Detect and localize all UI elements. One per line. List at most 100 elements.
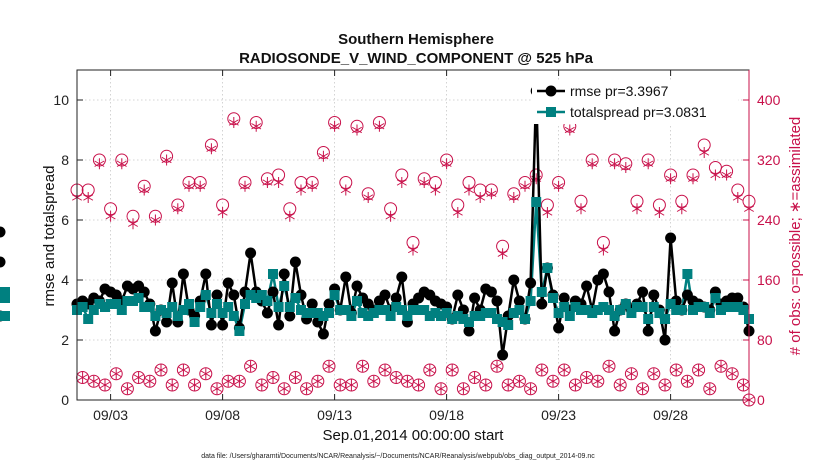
asterisk-stroke bbox=[631, 205, 643, 212]
asterisk-stroke bbox=[217, 209, 228, 216]
rmse-point bbox=[340, 271, 352, 283]
asterisk-stroke bbox=[133, 374, 144, 381]
spread-point bbox=[195, 302, 206, 312]
spread-point bbox=[212, 299, 222, 309]
spread-point bbox=[643, 314, 654, 324]
asterisk-stroke bbox=[239, 183, 251, 190]
spread-point bbox=[391, 302, 402, 312]
asterisk-stroke bbox=[150, 216, 161, 224]
obs-assimilated-point bbox=[514, 375, 525, 387]
obs-assimilated-point bbox=[368, 375, 379, 387]
obs-assimilated-point bbox=[704, 383, 715, 395]
legend-spread-label: totalspread pr=3.0831 bbox=[570, 104, 707, 120]
obs-assimilated-point bbox=[234, 375, 245, 387]
y-tick-label: 2 bbox=[61, 332, 69, 348]
asterisk-stroke bbox=[256, 381, 267, 389]
obs-assimilated-point bbox=[357, 360, 368, 372]
spread-point bbox=[268, 269, 278, 279]
asterisk-stroke bbox=[564, 126, 575, 134]
asterisk-stroke bbox=[682, 378, 693, 385]
obs-possible-point bbox=[288, 371, 302, 384]
rmse-point bbox=[508, 274, 520, 286]
rmse-point bbox=[463, 325, 475, 337]
y-tick-label: 4 bbox=[61, 272, 69, 288]
obs-assimilated-point bbox=[144, 375, 155, 387]
spread-point bbox=[240, 299, 250, 309]
spread-point bbox=[307, 308, 318, 318]
rmse-point bbox=[351, 280, 363, 292]
rmse-point bbox=[597, 268, 609, 280]
obs-assimilated-point bbox=[603, 360, 615, 372]
spread-point bbox=[721, 302, 732, 312]
obs-assimilated-point bbox=[419, 177, 430, 188]
asterisk-stroke bbox=[497, 250, 508, 257]
asterisk-stroke bbox=[357, 363, 368, 370]
asterisk-stroke bbox=[519, 183, 531, 190]
asterisk-stroke bbox=[435, 385, 447, 392]
obs-assimilated-point bbox=[312, 375, 323, 387]
spread-point bbox=[0, 287, 10, 297]
y-right-tick-label: 0 bbox=[757, 392, 765, 408]
spread-point bbox=[480, 308, 491, 318]
spread-point bbox=[251, 293, 262, 303]
spread-point bbox=[486, 308, 497, 318]
spread-point bbox=[139, 302, 150, 312]
spread-point bbox=[452, 311, 463, 321]
obs-assimilated-point bbox=[88, 375, 99, 387]
spread-point bbox=[279, 281, 290, 291]
obs-assimilated-point bbox=[620, 162, 631, 173]
obs-possible-point bbox=[636, 382, 650, 396]
rmse-point bbox=[665, 232, 677, 244]
spread-point bbox=[161, 308, 172, 318]
obs-assimilated-point bbox=[497, 248, 508, 260]
spread-point bbox=[150, 311, 161, 321]
asterisk-stroke bbox=[335, 381, 346, 389]
spread-point bbox=[167, 302, 178, 312]
asterisk-stroke bbox=[105, 213, 116, 220]
asterisk-stroke bbox=[575, 205, 587, 212]
obs-possible-point bbox=[98, 378, 112, 392]
rmse-point bbox=[469, 292, 481, 304]
obs-possible-point bbox=[154, 363, 168, 377]
rmse-point bbox=[558, 292, 570, 304]
spread-point bbox=[688, 305, 698, 315]
asterisk-stroke bbox=[693, 366, 704, 374]
spread-point bbox=[352, 296, 362, 306]
spread-point bbox=[273, 302, 284, 312]
asterisk-stroke bbox=[223, 378, 234, 385]
spread-point bbox=[340, 305, 351, 315]
obs-assimilated-point bbox=[441, 158, 452, 170]
obs-assimilated-point bbox=[587, 158, 598, 170]
spread-point bbox=[626, 308, 637, 318]
y-right-tick-label: 400 bbox=[757, 92, 781, 108]
obs-assimilated-point bbox=[329, 120, 340, 132]
spread-point bbox=[122, 296, 133, 306]
spread-point bbox=[380, 305, 390, 315]
y-axis-ticks: 0 2 4 6 8 10 bbox=[53, 92, 83, 408]
obs-count-markers bbox=[70, 112, 756, 407]
spread-point bbox=[100, 302, 110, 312]
asterisk-stroke bbox=[200, 370, 211, 377]
obs-assimilated-point bbox=[626, 368, 637, 380]
spread-point bbox=[133, 293, 144, 303]
y-right-tick-label: 80 bbox=[757, 332, 773, 348]
obs-possible-point bbox=[221, 374, 235, 388]
obs-possible-point bbox=[356, 359, 370, 373]
asterisk-stroke bbox=[654, 209, 665, 216]
asterisk-stroke bbox=[665, 175, 676, 182]
spread-point bbox=[318, 311, 329, 321]
obs-assimilated-point bbox=[693, 364, 704, 376]
spread-point bbox=[497, 317, 508, 327]
y-right-tick-label: 240 bbox=[757, 212, 781, 228]
asterisk-stroke bbox=[99, 381, 111, 389]
spread-point bbox=[514, 305, 525, 315]
obs-assimilated-point bbox=[273, 177, 284, 188]
y-axis-right-label: # of obs: o=possible; ∗=assimilated bbox=[787, 117, 804, 356]
spread-point bbox=[536, 287, 547, 297]
x-tick-label: 09/03 bbox=[93, 407, 128, 423]
obs-assimilated-point bbox=[491, 360, 503, 372]
asterisk-stroke bbox=[508, 194, 519, 201]
asterisk-stroke bbox=[491, 363, 503, 370]
rmse-point bbox=[497, 349, 509, 361]
asterisk-stroke bbox=[234, 378, 245, 385]
